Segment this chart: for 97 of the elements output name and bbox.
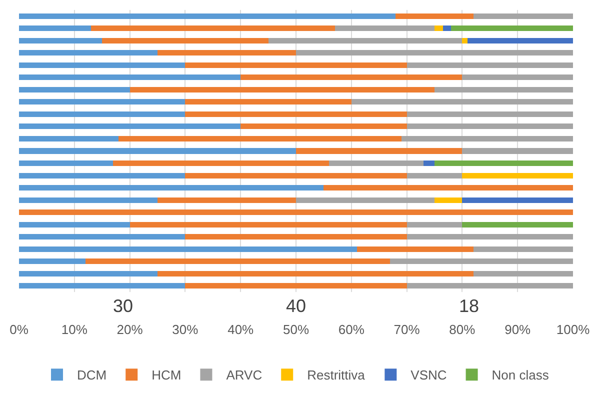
x-tick-label: 90% [504,322,532,337]
x-tick-label: 70% [394,322,420,337]
legend-label: HCM [152,368,182,383]
bar [19,13,396,19]
bar [462,172,573,178]
bar [473,13,573,19]
bar [19,283,186,289]
bar [334,26,434,32]
bar [19,74,241,80]
bar [451,26,573,32]
bar [406,111,573,117]
bar [434,86,573,92]
x-tick-label: 0% [10,322,29,337]
bar [19,172,186,178]
bar [434,160,573,166]
bar [185,283,407,289]
bar [113,160,330,166]
bar [19,210,573,216]
bar [19,148,296,154]
x-tick-label: 100% [556,322,590,337]
bar [462,74,573,80]
bar [185,234,407,240]
bar [130,86,434,92]
bar [19,86,130,92]
x-tick-label: 40% [228,322,254,337]
bar [19,234,186,240]
bar [462,38,468,44]
bar [473,246,573,252]
bar [19,270,158,276]
bar [19,222,130,228]
bar [434,26,443,32]
x-tick-label: 80% [449,322,476,337]
bar [468,38,573,44]
bar [185,111,407,117]
bar [19,136,119,142]
x-tick-label: 10% [61,322,88,337]
bar [185,62,407,68]
bar [406,283,573,289]
bar [296,50,573,56]
bar [396,13,474,19]
bar [240,74,462,80]
bar [268,38,462,44]
bar [158,197,296,203]
bar [158,50,296,56]
bar [130,222,407,228]
bar [462,148,573,154]
bar [185,172,407,178]
bar [462,222,573,228]
x-tick-label: 60% [338,322,365,337]
bar [406,124,573,130]
bar [118,136,402,142]
legend-label: DCM [77,368,107,383]
bar [356,246,474,252]
bar [19,38,102,44]
bar [240,124,407,130]
text: 18 [459,296,480,316]
bar [423,160,434,166]
bar [442,26,452,32]
bar [473,270,573,276]
bar [406,62,573,68]
bar [406,222,462,228]
bar [19,197,158,203]
bar [19,124,241,130]
bar [462,197,573,203]
bar [91,26,335,32]
bar [434,197,462,203]
bar [329,160,424,166]
bar [406,234,573,240]
x-tick-label: 50% [282,322,310,337]
bar [296,148,462,154]
bar [390,258,573,264]
x-tick-label: 20% [116,322,144,337]
bar [19,160,114,166]
text: 30 [113,296,134,316]
legend-label: Restrittiva [307,368,366,383]
bar [19,185,324,191]
bar [19,99,186,105]
bar [19,62,186,68]
bar [19,246,357,252]
bar [19,26,92,32]
legend-label: VSNC [410,368,447,383]
bar [351,99,573,105]
legend-label: ARVC [226,368,262,383]
bar [19,111,186,117]
bar [324,185,573,191]
x-tick-label: 30% [172,322,199,337]
bar [19,50,158,56]
text: 40 [286,296,306,316]
legend-label: Non class [492,368,550,383]
bar [401,136,573,142]
bar [296,197,434,203]
bar [185,99,352,105]
bar [158,270,474,276]
bar [406,172,462,178]
bar [19,258,86,264]
bar [85,258,390,264]
bar [102,38,268,44]
